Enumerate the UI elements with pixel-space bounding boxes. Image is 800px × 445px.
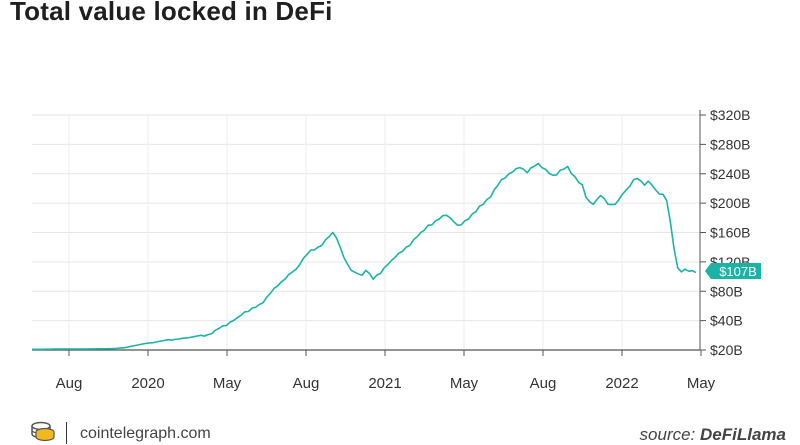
y-tick-label: $20B — [710, 342, 743, 358]
y-tick-label: $240B — [710, 166, 750, 182]
y-tick-label: $200B — [710, 195, 750, 211]
x-tick-label: 2020 — [131, 375, 164, 392]
last-value-badge: $107B — [705, 263, 761, 279]
y-tick-label: $320B — [710, 107, 750, 123]
y-tick-label: $80B — [710, 283, 743, 299]
footer-separator — [66, 422, 67, 444]
x-axis-ticks: Aug 2020 May Aug 2021 May Aug 2022 May — [32, 349, 716, 392]
source-name: DeFiLlama — [700, 425, 786, 444]
x-tick-label: 2022 — [605, 375, 638, 392]
y-tick-label: $40B — [710, 313, 743, 329]
x-tick-label: Aug — [293, 375, 320, 392]
x-tick-label: Aug — [56, 375, 83, 392]
x-tick-label: Aug — [530, 375, 557, 392]
x-tick-label: May — [687, 375, 716, 392]
site-name: cointelegraph.com — [80, 425, 211, 442]
tvl-series-line — [32, 162, 697, 351]
last-value-label: $107B — [719, 264, 757, 279]
y-tick-label: $160B — [710, 225, 750, 241]
x-tick-label: May — [450, 375, 479, 392]
source-credit: source: DeFiLlama — [640, 425, 786, 445]
source-prefix: source: — [639, 425, 696, 444]
chart-title: Total value locked in DeFi — [10, 0, 333, 26]
y-axis-ticks: $20B$40B$80B$120B$160B$200B$240B$280B$32… — [699, 107, 750, 358]
cointelegraph-logo-icon — [31, 421, 55, 442]
y-tick-label: $280B — [710, 136, 750, 152]
x-tick-label: 2021 — [368, 375, 401, 392]
last-value-badge-shape — [705, 263, 761, 279]
grid-lines — [32, 114, 700, 351]
x-tick-label: May — [213, 375, 242, 392]
